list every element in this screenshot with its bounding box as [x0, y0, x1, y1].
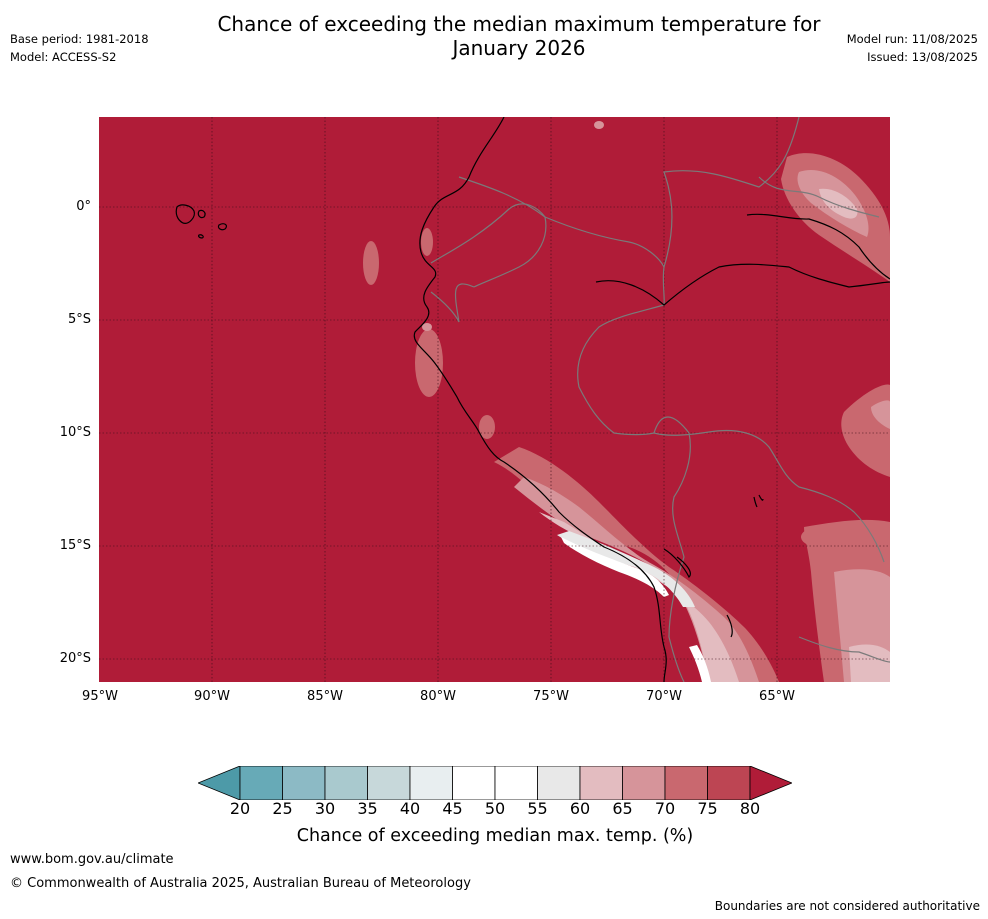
lat-label-20s: 20°S [59, 651, 91, 666]
title-line-2: January 2026 [452, 36, 586, 60]
lon-label-80w: 80°W [420, 689, 456, 704]
title-line-1: Chance of exceeding the median maximum t… [217, 12, 821, 36]
colorbar-segment-55-60 [537, 766, 581, 800]
meta-left: Base period: 1981-2018 Model: ACCESS-S2 [10, 30, 149, 66]
colorbar-tick-75: 75 [697, 799, 718, 818]
colorbar-extend-low [198, 766, 241, 800]
coast-titicaca [663, 548, 691, 579]
boundary-brazil-east [758, 176, 880, 218]
base-period-text: Base period: 1981-2018 [10, 32, 149, 46]
colorbar-tick-30: 30 [314, 799, 336, 818]
issued-text: Issued: 13/08/2025 [867, 50, 978, 64]
colorbar-segment-65-70 [622, 766, 666, 800]
colorbar-segment-70-75 [664, 766, 708, 800]
coast-bolivia-lakes [753, 494, 764, 508]
coast-galapagos [175, 204, 228, 239]
lon-label-85w: 85°W [307, 689, 343, 704]
map-background [99, 117, 890, 682]
boundary-bolivia [653, 429, 885, 682]
colorbar-tick-70: 70 [654, 799, 676, 818]
colorbar-tick-45: 45 [442, 799, 463, 818]
boundary-ecuador-peru [430, 283, 475, 323]
model-text: Model: ACCESS-S2 [10, 50, 117, 64]
colorbar-segments [198, 766, 792, 800]
colorbar-extend-high [749, 766, 792, 800]
coast-lake-poopo [726, 614, 733, 638]
boundary-colombia-brazil [544, 216, 665, 306]
colorbar-segment-45-50 [452, 766, 496, 800]
colorbar-tick-55: 55 [527, 799, 548, 818]
copyright-text: © Commonwealth of Australia 2025, Austra… [10, 876, 471, 891]
colorbar-segment-20-25 [239, 766, 283, 800]
coast-amazon-ne [746, 213, 890, 280]
lon-label-90w: 90°W [194, 689, 230, 704]
colorbar-segment-25-30 [282, 766, 326, 800]
colorbar-tick-80: 80 [739, 799, 761, 818]
lat-label-5s: 5°S [67, 312, 91, 327]
contour-55-andes [557, 531, 695, 607]
contour-65-gulf [422, 323, 432, 331]
coast-pacific [413, 117, 667, 682]
colorbar-segment-35-40 [367, 766, 411, 800]
lon-label-65w: 65°W [759, 689, 795, 704]
colorbar-segment-40-45 [409, 766, 453, 800]
lon-label-95w: 95°W [82, 689, 118, 704]
colorbar-tick-60: 60 [569, 799, 591, 818]
colorbar-segment-75-80 [707, 766, 751, 800]
model-run-text: Model run: 11/08/2025 [846, 32, 978, 46]
contour-60-brazil-se [849, 644, 890, 682]
contour-70-offshore [363, 241, 379, 285]
lat-label-0: 0° [76, 199, 91, 214]
colorbar-tick-20: 20 [229, 799, 251, 818]
colorbar-tick-25: 25 [272, 799, 293, 818]
colorbar [198, 766, 792, 800]
lon-label-75w: 75°W [533, 689, 569, 704]
contour-70-gulf [421, 228, 433, 256]
colorbar-tick-35: 35 [357, 799, 378, 818]
coastlines [175, 117, 890, 682]
colorbar-segment-30-35 [324, 766, 368, 800]
colorbar-tick-50: 50 [484, 799, 506, 818]
contour-60-andes [539, 512, 739, 682]
disclaimer-text: Boundaries are not considered authoritat… [714, 899, 980, 913]
contour-70-ecuador-coast [415, 329, 443, 397]
meta-right: Model run: 11/08/2025 Issued: 13/08/2025 [847, 30, 978, 66]
colorbar-tick-40: 40 [399, 799, 421, 818]
lat-label-10s: 10°S [59, 425, 91, 440]
colorbar-segment-50-55 [494, 766, 538, 800]
contour-65-brazil-e [871, 400, 890, 429]
colorbar-label: Chance of exceeding median max. temp. (%… [296, 826, 694, 846]
country-boundaries [430, 117, 890, 682]
colorbar-tick-65: 65 [612, 799, 633, 818]
contour-50-andes [561, 537, 669, 597]
coast-amazon-river [595, 263, 890, 306]
page-title: Chance of exceeding the median maximum t… [169, 12, 869, 60]
map-panel [99, 117, 890, 682]
graticule [99, 117, 890, 682]
contour-50-chile [689, 645, 711, 682]
contour-60-amazon-ne [819, 188, 858, 219]
contour-65-small [594, 121, 604, 129]
lon-label-70w: 70°W [646, 689, 682, 704]
contour-70-bolivia [801, 525, 857, 549]
website-link[interactable]: www.bom.gov.au/climate [10, 852, 174, 867]
colorbar-segment-60-65 [579, 766, 623, 800]
boundary-peru-brazil [577, 304, 690, 436]
lat-label-15s: 15°S [59, 538, 91, 553]
boundary-brazil-paraguay [798, 636, 890, 663]
